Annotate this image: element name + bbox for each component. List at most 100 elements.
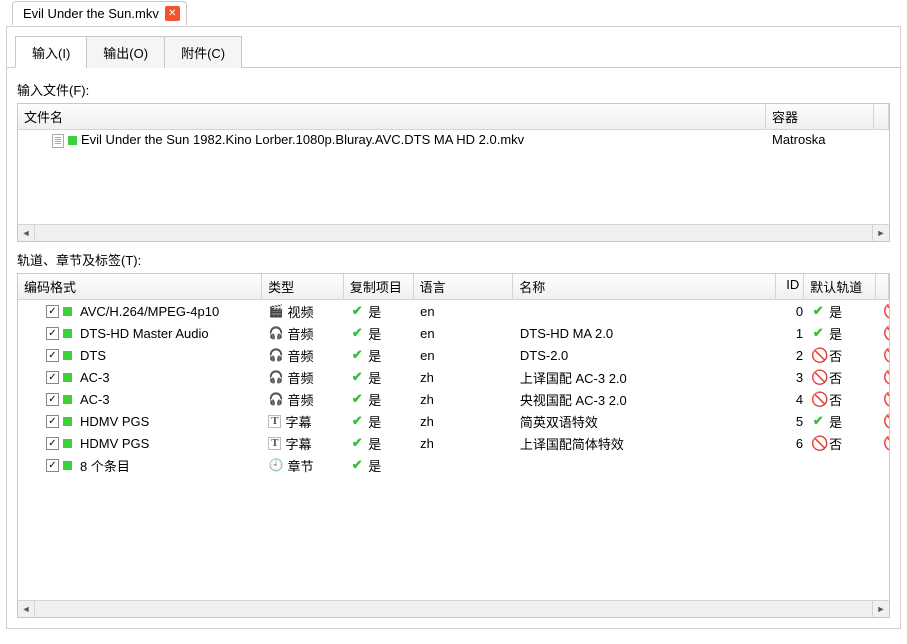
col-name[interactable]: 名称 — [513, 274, 776, 299]
type-text: 音频 — [287, 346, 313, 365]
forced-icon: 🚫 — [883, 370, 889, 385]
track-name-text: DTS-HD MA 2.0 — [514, 326, 777, 341]
check-icon: ✔ — [350, 413, 364, 429]
col-codec[interactable]: 编码格式 — [18, 274, 262, 299]
tracks-label: 轨道、章节及标签(T): — [17, 250, 890, 269]
track-row[interactable]: AVC/H.264/MPEG-4p10🎬视频✔是en0✔是🚫 — [18, 300, 889, 322]
hscrollbar2[interactable]: ◄ ► — [18, 600, 889, 617]
forced-icon: 🚫 — [883, 326, 889, 341]
track-row[interactable]: 8 个条目🕘章节✔是 — [18, 454, 889, 476]
forced-icon: 🚫 — [883, 304, 889, 319]
col-type[interactable]: 类型 — [262, 274, 344, 299]
codec-text: AVC/H.264/MPEG-4p10 — [80, 304, 219, 319]
scroll-left-icon[interactable]: ◄ — [18, 601, 35, 617]
copy-text: 是 — [368, 302, 381, 321]
default-text: 否 — [829, 434, 842, 453]
audio-icon: 🎧 — [268, 393, 283, 406]
scroll-right-icon[interactable]: ► — [872, 601, 889, 617]
scroll-left-icon[interactable]: ◄ — [18, 225, 35, 241]
copy-text: 是 — [368, 456, 381, 475]
input-files-list[interactable]: 文件名 容器 Evil Under the Sun 1982.Kino Lorb… — [17, 103, 890, 242]
tracks-list[interactable]: 编码格式 类型 复制项目 语言 名称 ID 默认轨道 AVC/H.264/MPE… — [17, 273, 890, 618]
col-filename[interactable]: 文件名 — [18, 104, 766, 129]
codec-text: HDMV PGS — [80, 414, 149, 429]
type-text: 音频 — [287, 368, 313, 387]
type-text: 字幕 — [285, 434, 311, 453]
forbidden-icon: 🚫 — [811, 348, 825, 362]
id-text: 6 — [777, 436, 805, 451]
tab-input-label: 输入(I) — [32, 46, 70, 61]
col-default[interactable]: 默认轨道 — [804, 274, 876, 299]
copy-text: 是 — [368, 368, 381, 387]
codec-text: AC-3 — [80, 370, 110, 385]
lang-text: zh — [414, 414, 514, 429]
track-row[interactable]: DTS🎧音频✔是enDTS-2.02🚫否🚫 — [18, 344, 889, 366]
forbidden-icon: 🚫 — [811, 392, 825, 406]
forced-icon: 🚫 — [883, 436, 889, 451]
lang-text: zh — [414, 370, 514, 385]
track-checkbox[interactable] — [46, 305, 59, 318]
forced-icon: 🚫 — [883, 392, 889, 407]
codec-text: AC-3 — [80, 392, 110, 407]
codec-text: DTS — [80, 348, 106, 363]
track-name-text: 简英双语特效 — [514, 412, 777, 431]
forced-icon: 🚫 — [883, 414, 889, 429]
copy-text: 是 — [368, 324, 381, 343]
default-text: 是 — [829, 302, 842, 321]
copy-text: 是 — [368, 434, 381, 453]
track-checkbox[interactable] — [46, 415, 59, 428]
tab-output-label: 输出(O) — [103, 46, 148, 61]
id-text: 4 — [777, 392, 805, 407]
codec-text: HDMV PGS — [80, 436, 149, 451]
col-id[interactable]: ID — [776, 274, 804, 299]
check-icon: ✔ — [350, 435, 364, 451]
status-icon — [63, 395, 72, 404]
close-icon[interactable]: ✕ — [165, 6, 180, 21]
id-text: 0 — [777, 304, 805, 319]
tab-input[interactable]: 输入(I) — [15, 36, 87, 68]
track-checkbox[interactable] — [46, 349, 59, 362]
file-name: Evil Under the Sun 1982.Kino Lorber.1080… — [81, 132, 524, 147]
id-text: 2 — [777, 348, 805, 363]
file-row[interactable]: Evil Under the Sun 1982.Kino Lorber.1080… — [18, 130, 889, 150]
track-row[interactable]: HDMV PGST字幕✔是zh简英双语特效5✔是🚫 — [18, 410, 889, 432]
track-row[interactable]: AC-3🎧音频✔是zh上译国配 AC-3 2.03🚫否🚫 — [18, 366, 889, 388]
copy-text: 是 — [368, 390, 381, 409]
default-text: 否 — [829, 390, 842, 409]
default-text: 否 — [829, 346, 842, 365]
track-checkbox[interactable] — [46, 327, 59, 340]
subtitle-icon: T — [268, 437, 281, 450]
track-row[interactable]: AC-3🎧音频✔是zh央视国配 AC-3 2.04🚫否🚫 — [18, 388, 889, 410]
col-copy[interactable]: 复制项目 — [344, 274, 414, 299]
scroll-right-icon[interactable]: ► — [872, 225, 889, 241]
lang-text: en — [414, 304, 514, 319]
col-lang[interactable]: 语言 — [414, 274, 514, 299]
forbidden-icon: 🚫 — [811, 370, 825, 384]
audio-icon: 🎧 — [268, 327, 283, 340]
default-text: 是 — [829, 324, 842, 343]
main-tab-bar: 输入(I) 输出(O) 附件(C) — [7, 27, 900, 68]
track-name-text: 上译国配简体特效 — [514, 434, 777, 453]
file-tab[interactable]: Evil Under the Sun.mkv ✕ — [12, 1, 187, 25]
col-container[interactable]: 容器 — [766, 104, 874, 129]
tab-output[interactable]: 输出(O) — [86, 36, 165, 68]
track-checkbox[interactable] — [46, 459, 59, 472]
track-row[interactable]: HDMV PGST字幕✔是zh上译国配简体特效6🚫否🚫 — [18, 432, 889, 454]
track-checkbox[interactable] — [46, 437, 59, 450]
lang-text: zh — [414, 392, 514, 407]
track-row[interactable]: DTS-HD Master Audio🎧音频✔是enDTS-HD MA 2.01… — [18, 322, 889, 344]
track-checkbox[interactable] — [46, 371, 59, 384]
track-checkbox[interactable] — [46, 393, 59, 406]
type-text: 音频 — [287, 324, 313, 343]
col-extra[interactable] — [874, 104, 889, 129]
tab-attach[interactable]: 附件(C) — [164, 36, 242, 68]
track-name-text: 上译国配 AC-3 2.0 — [514, 368, 777, 387]
check-icon: ✔ — [350, 369, 364, 385]
lang-text: zh — [414, 436, 514, 451]
col-extra2[interactable] — [876, 274, 889, 299]
file-icon — [52, 134, 64, 148]
chapter-icon: 🕘 — [268, 459, 283, 472]
type-text: 音频 — [287, 390, 313, 409]
hscrollbar[interactable]: ◄ ► — [18, 224, 889, 241]
track-name-text: 央视国配 AC-3 2.0 — [514, 390, 777, 409]
